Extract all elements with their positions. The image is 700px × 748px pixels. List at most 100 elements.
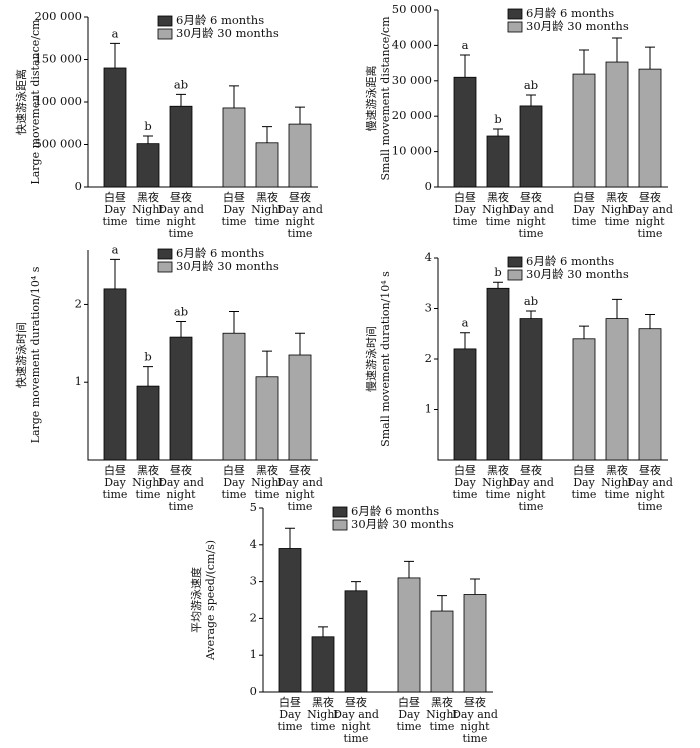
- chart-panel: 1 2 3 4 慢速游泳时间 Small movement duration/10⁴ s a…: [364, 250, 673, 513]
- significance-letter: a: [462, 316, 469, 330]
- x-tick-label: time: [136, 488, 161, 501]
- x-tick-label: 白昼: [573, 463, 595, 477]
- x-tick-label: night: [166, 215, 196, 228]
- significance-letter: ab: [524, 78, 538, 92]
- x-tick-label: time: [605, 215, 630, 228]
- bar: [288, 354, 312, 461]
- bar: [136, 143, 160, 188]
- x-tick-label: night: [460, 720, 490, 733]
- x-tick-label: time: [572, 488, 597, 501]
- bar: [169, 105, 193, 188]
- y-tick-label: 20 000: [392, 108, 432, 122]
- error-bar: [645, 46, 655, 70]
- y-tick-label: 150 000: [34, 52, 82, 66]
- error-bar: [110, 258, 120, 289]
- error-bar: [262, 350, 272, 377]
- error-bar: [176, 321, 186, 338]
- x-tick-label: 黑夜: [137, 190, 159, 204]
- bar: [103, 67, 127, 188]
- x-tick-label: Day and: [508, 476, 554, 489]
- y-tick-label: 1: [75, 374, 82, 388]
- y-axis-label: 慢速游泳距离: [364, 66, 378, 132]
- x-tick-label: Day: [104, 203, 126, 216]
- error-bar: [460, 332, 470, 349]
- x-tick-label: 黑夜: [606, 190, 628, 204]
- legend-label: 6月龄 6 months: [176, 13, 264, 27]
- y-axis-label: 平均游泳速度: [189, 567, 203, 633]
- bar: [486, 287, 510, 461]
- x-tick-label: night: [285, 488, 315, 501]
- y-tick-label: 500 000: [34, 137, 82, 151]
- x-tick-label: Day: [223, 476, 245, 489]
- legend-swatch: [332, 519, 348, 531]
- x-tick-label: time: [638, 500, 663, 513]
- x-tick-label: Day and: [452, 708, 498, 721]
- error-bar: [143, 135, 153, 144]
- bar: [453, 76, 477, 188]
- chart-panel: 0 10 000 20 000 30 000 40 000 50 000 慢速游泳距离 Sma…: [364, 2, 673, 240]
- bar: [255, 376, 279, 461]
- x-tick-label: 黑夜: [606, 463, 628, 477]
- legend-label: 6月龄 6 months: [526, 254, 614, 268]
- bar: [103, 288, 127, 461]
- x-tick-label: night: [516, 215, 546, 228]
- x-tick-label: Night: [482, 203, 514, 216]
- x-tick-label: 黑夜: [137, 463, 159, 477]
- bar: [397, 577, 421, 693]
- legend-label: 30月龄 30 months: [176, 259, 279, 273]
- x-tick-label: 白昼: [104, 190, 126, 204]
- y-tick-label: 2: [425, 351, 432, 365]
- x-tick-label: time: [222, 215, 247, 228]
- bar: [519, 105, 543, 188]
- x-tick-label: time: [638, 227, 663, 240]
- x-tick-label: Night: [482, 476, 514, 489]
- x-tick-label: Night: [601, 476, 633, 489]
- error-bar: [579, 325, 589, 339]
- x-tick-label: Day: [573, 476, 595, 489]
- error-bar: [612, 298, 622, 319]
- error-bar: [285, 527, 295, 549]
- x-tick-label: night: [341, 720, 371, 733]
- legend-swatch: [157, 261, 173, 273]
- x-tick-label: night: [635, 488, 665, 501]
- y-axis-label: 快速游泳时间: [14, 322, 28, 388]
- x-tick-label: time: [288, 500, 313, 513]
- error-bar: [318, 626, 328, 637]
- x-tick-label: Night: [307, 708, 339, 721]
- bar: [638, 68, 662, 188]
- x-tick-label: time: [453, 215, 478, 228]
- x-tick-label: Night: [132, 203, 164, 216]
- legend-label: 30月龄 30 months: [176, 26, 279, 40]
- x-tick-label: 昼夜: [289, 190, 311, 204]
- x-tick-label: night: [166, 488, 196, 501]
- error-bar: [295, 332, 305, 355]
- y-axis-label: Small movement distance/cm: [379, 16, 392, 181]
- error-bar: [493, 128, 503, 137]
- x-tick-label: Day: [454, 203, 476, 216]
- legend-label: 30月龄 30 months: [351, 517, 454, 531]
- x-tick-label: 昼夜: [289, 463, 311, 477]
- x-tick-label: Night: [251, 476, 283, 489]
- x-tick-label: time: [222, 488, 247, 501]
- significance-letter: ab: [174, 77, 188, 91]
- y-tick-label: 50 000: [392, 2, 432, 16]
- bar: [430, 610, 454, 693]
- x-tick-label: time: [255, 488, 280, 501]
- x-tick-label: time: [519, 227, 544, 240]
- x-tick-label: time: [605, 488, 630, 501]
- x-tick-label: time: [453, 488, 478, 501]
- x-tick-label: time: [344, 732, 369, 745]
- x-tick-label: Day: [454, 476, 476, 489]
- x-tick-label: 白昼: [223, 190, 245, 204]
- significance-letter: b: [494, 265, 501, 279]
- legend-label: 30月龄 30 months: [526, 19, 629, 33]
- x-tick-label: time: [463, 732, 488, 745]
- legend-label: 6月龄 6 months: [526, 6, 614, 20]
- error-bar: [460, 54, 470, 78]
- error-bar: [470, 578, 480, 595]
- y-axis-label: Average speed/(cm/s): [204, 540, 217, 661]
- x-tick-label: 白昼: [398, 695, 420, 709]
- legend-swatch: [507, 256, 523, 268]
- x-tick-label: Day: [398, 708, 420, 721]
- significance-letter: ab: [524, 294, 538, 308]
